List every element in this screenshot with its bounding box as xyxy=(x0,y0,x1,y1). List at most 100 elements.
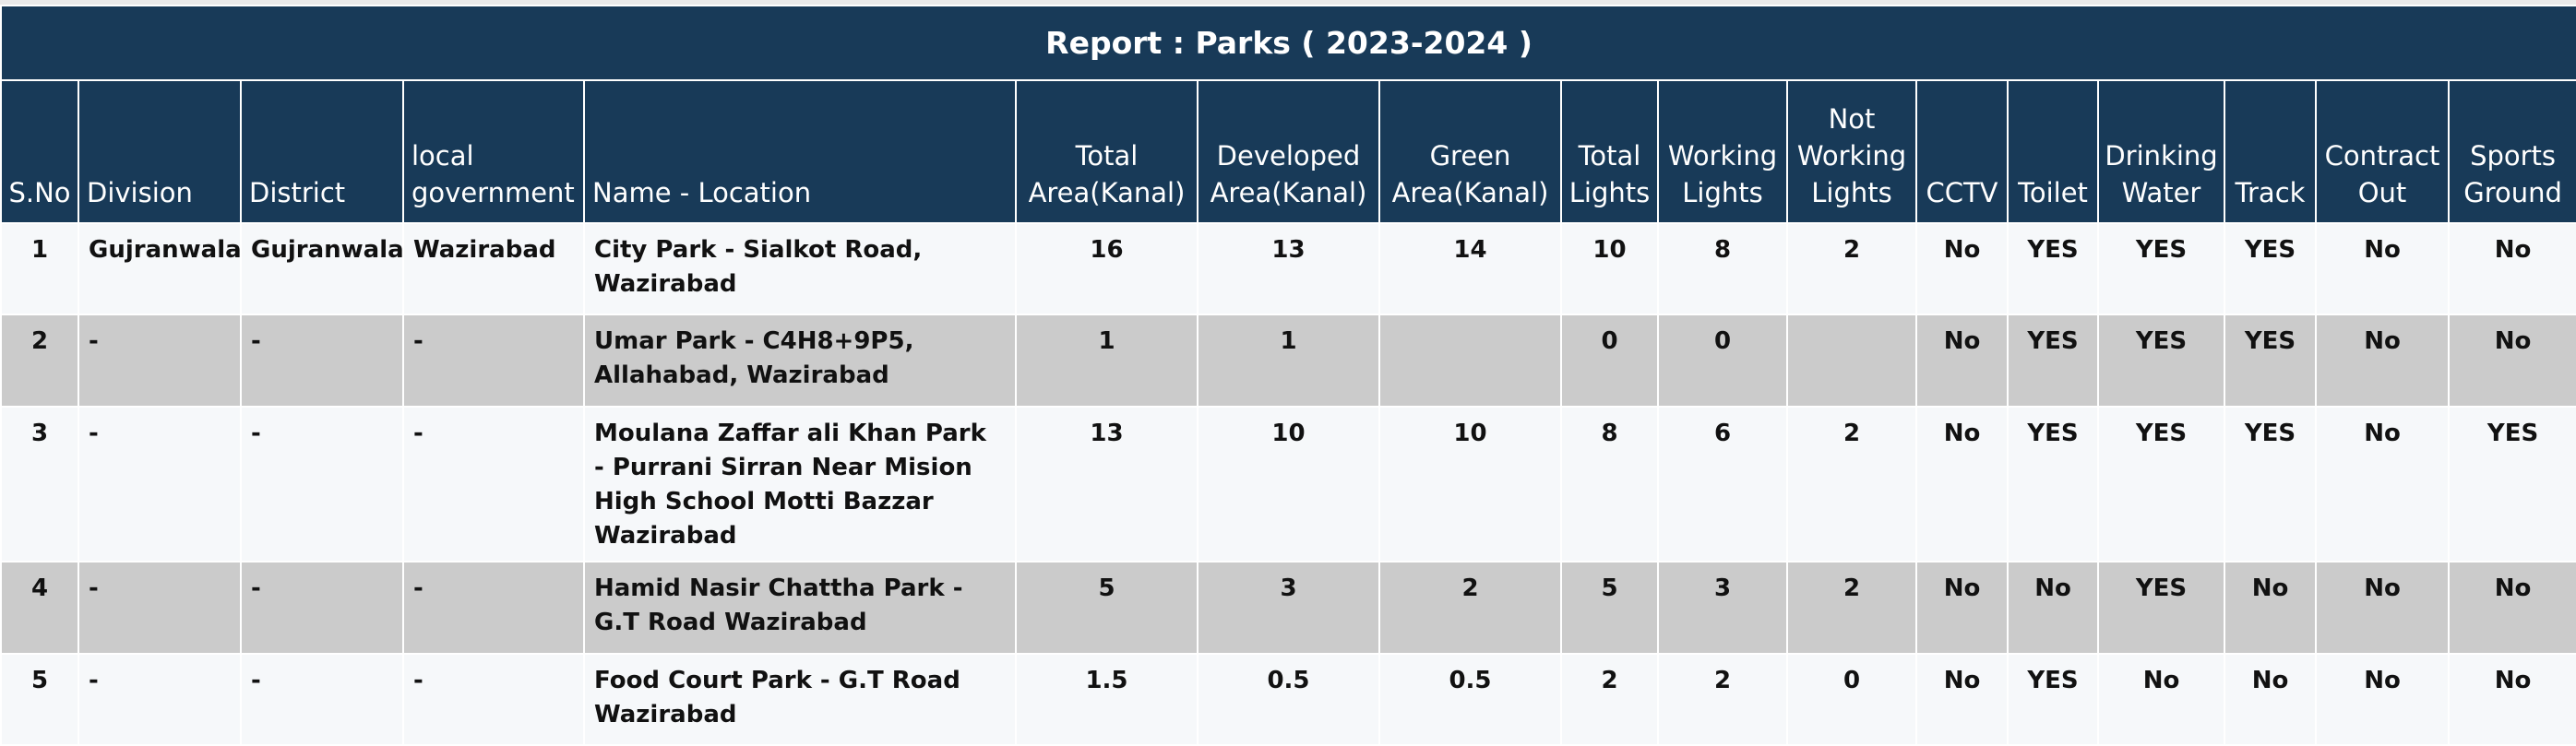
cell-total-lights: 2 xyxy=(1560,653,1659,746)
cell-developed-area: 3 xyxy=(1197,561,1380,655)
cell-district: - xyxy=(240,653,404,746)
table-row: 3 - - - Moulana Zaffar ali Khan Park - P… xyxy=(0,406,2576,562)
cell-cctv: No xyxy=(1915,406,2009,562)
cell-cctv: No xyxy=(1915,561,2009,655)
cell-green-area xyxy=(1378,314,1562,408)
cell-working-lights: 0 xyxy=(1657,314,1788,408)
cell-division: Gujranwala xyxy=(78,222,242,315)
cell-sno: 1 xyxy=(0,222,79,315)
cell-drinking-water: YES xyxy=(2097,561,2225,655)
cell-cctv: No xyxy=(1915,314,2009,408)
cell-sno: 4 xyxy=(0,561,79,655)
cell-contract-out: No xyxy=(2315,406,2450,562)
cell-total-area: 5 xyxy=(1015,561,1199,655)
cell-not-working-lights: 2 xyxy=(1786,561,1917,655)
report-title: Report : Parks ( 2023-2024 ) xyxy=(0,5,2576,81)
col-header-developed-area: Developed Area(Kanal) xyxy=(1197,79,1380,224)
cell-cctv: No xyxy=(1915,222,2009,315)
cell-total-area: 1 xyxy=(1015,314,1199,408)
cell-district: - xyxy=(240,561,404,655)
cell-not-working-lights: 2 xyxy=(1786,406,1917,562)
cell-local-government: - xyxy=(402,653,585,746)
cell-toilet: No xyxy=(2007,561,2099,655)
cell-district: Gujranwala xyxy=(240,222,404,315)
cell-division: - xyxy=(78,653,242,746)
cell-local-government: - xyxy=(402,406,585,562)
col-header-contract-out: Contract Out xyxy=(2315,79,2450,224)
cell-drinking-water: YES xyxy=(2097,222,2225,315)
cell-drinking-water: No xyxy=(2097,653,2225,746)
cell-contract-out: No xyxy=(2315,653,2450,746)
table-row: 5 - - - Food Court Park - G.T Road Wazir… xyxy=(0,653,2576,746)
cell-developed-area: 1 xyxy=(1197,314,1380,408)
cell-total-lights: 5 xyxy=(1560,561,1659,655)
cell-toilet: YES xyxy=(2007,653,2099,746)
cell-working-lights: 6 xyxy=(1657,406,1788,562)
cell-district: - xyxy=(240,314,404,408)
cell-not-working-lights xyxy=(1786,314,1917,408)
cell-green-area: 14 xyxy=(1378,222,1562,315)
cell-total-area: 1.5 xyxy=(1015,653,1199,746)
cell-sports-ground: No xyxy=(2447,561,2576,655)
cell-division: - xyxy=(78,561,242,655)
cell-name-location: Hamid Nasir Chattha Park - G.T Road Wazi… xyxy=(583,561,1017,655)
table-row: 4 - - - Hamid Nasir Chattha Park - G.T R… xyxy=(0,561,2576,655)
cell-track: YES xyxy=(2224,406,2317,562)
table-row: 1 Gujranwala Gujranwala Wazirabad City P… xyxy=(0,222,2576,315)
col-header-district: District xyxy=(240,79,404,224)
header-row: S.No Division District local government … xyxy=(0,79,2576,224)
cell-green-area: 2 xyxy=(1378,561,1562,655)
col-header-local-government: local government xyxy=(402,79,585,224)
col-header-sports-ground: Sports Ground xyxy=(2447,79,2576,224)
cell-contract-out: No xyxy=(2315,561,2450,655)
col-header-not-working-lights: Not Working Lights xyxy=(1786,79,1917,224)
cell-track: No xyxy=(2224,653,2317,746)
col-header-sno: S.No xyxy=(0,79,79,224)
cell-drinking-water: YES xyxy=(2097,314,2225,408)
col-header-total-lights: Total Lights xyxy=(1560,79,1659,224)
cell-local-government: - xyxy=(402,314,585,408)
report-container: Report : Parks ( 2023-2024 ) S.No Divisi… xyxy=(0,5,2576,746)
cell-local-government: Wazirabad xyxy=(402,222,585,315)
parks-report-table: Report : Parks ( 2023-2024 ) S.No Divisi… xyxy=(0,5,2576,746)
col-header-working-lights: Working Lights xyxy=(1657,79,1788,224)
cell-track: YES xyxy=(2224,314,2317,408)
cell-total-lights: 8 xyxy=(1560,406,1659,562)
cell-sports-ground: No xyxy=(2447,314,2576,408)
table-row: 2 - - - Umar Park - C4H8+9P5, Allahabad,… xyxy=(0,314,2576,408)
cell-green-area: 0.5 xyxy=(1378,653,1562,746)
col-header-drinking-water: Drinking Water xyxy=(2097,79,2225,224)
cell-district: - xyxy=(240,406,404,562)
cell-track: No xyxy=(2224,561,2317,655)
cell-sports-ground: No xyxy=(2447,222,2576,315)
cell-track: YES xyxy=(2224,222,2317,315)
cell-total-lights: 10 xyxy=(1560,222,1659,315)
cell-drinking-water: YES xyxy=(2097,406,2225,562)
col-header-green-area: Green Area(Kanal) xyxy=(1378,79,1562,224)
cell-name-location: Food Court Park - G.T Road Wazirabad xyxy=(583,653,1017,746)
col-header-division: Division xyxy=(78,79,242,224)
cell-working-lights: 8 xyxy=(1657,222,1788,315)
cell-toilet: YES xyxy=(2007,222,2099,315)
col-header-cctv: CCTV xyxy=(1915,79,2009,224)
cell-developed-area: 0.5 xyxy=(1197,653,1380,746)
cell-toilet: YES xyxy=(2007,314,2099,408)
cell-sno: 2 xyxy=(0,314,79,408)
cell-working-lights: 3 xyxy=(1657,561,1788,655)
col-header-name-location: Name - Location xyxy=(583,79,1017,224)
col-header-toilet: Toilet xyxy=(2007,79,2099,224)
cell-total-area: 16 xyxy=(1015,222,1199,315)
cell-not-working-lights: 2 xyxy=(1786,222,1917,315)
cell-total-area: 13 xyxy=(1015,406,1199,562)
cell-division: - xyxy=(78,406,242,562)
cell-name-location: Umar Park - C4H8+9P5, Allahabad, Wazirab… xyxy=(583,314,1017,408)
cell-sno: 5 xyxy=(0,653,79,746)
cell-toilet: YES xyxy=(2007,406,2099,562)
cell-sports-ground: No xyxy=(2447,653,2576,746)
cell-local-government: - xyxy=(402,561,585,655)
cell-developed-area: 13 xyxy=(1197,222,1380,315)
cell-green-area: 10 xyxy=(1378,406,1562,562)
cell-cctv: No xyxy=(1915,653,2009,746)
cell-sno: 3 xyxy=(0,406,79,562)
cell-sports-ground: YES xyxy=(2447,406,2576,562)
